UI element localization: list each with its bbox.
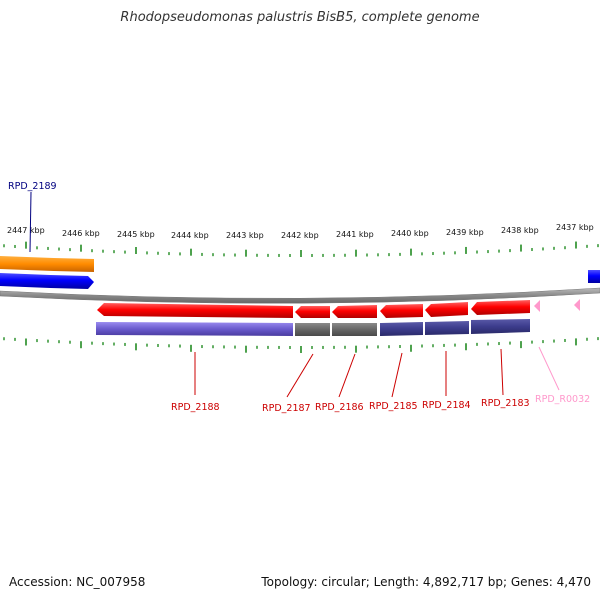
scale-label: 2445 kbp (117, 230, 155, 239)
gene-forward-right[interactable] (588, 270, 600, 283)
leader-line (29, 191, 32, 253)
gene-rpd-2186[interactable] (332, 305, 377, 318)
cog-segment (96, 322, 293, 336)
cog-segment (380, 322, 423, 336)
reverse-strand-genes (97, 299, 580, 318)
leader-line (500, 348, 504, 396)
gene-reverse-right[interactable] (574, 299, 580, 311)
cog-segment (425, 321, 469, 335)
label-leader-lines (29, 191, 560, 398)
inner-scale-ticks (3, 337, 599, 353)
leader-line (286, 353, 314, 398)
map-title: Rhodopseudomonas palustris BisB5, comple… (120, 10, 480, 25)
cog-segment (471, 319, 530, 334)
gene-rpd-2187[interactable] (295, 306, 330, 318)
scale-label: 2447 kbp (7, 226, 45, 235)
leader-line (338, 353, 356, 398)
gene-label-rpd-2183[interactable]: RPD_2183 (481, 398, 530, 409)
gene-label-rpd-2188[interactable]: RPD_2188 (171, 402, 220, 413)
scale-label: 2446 kbp (62, 229, 100, 238)
genome-backbone (0, 287, 600, 304)
cog-segment (295, 323, 330, 336)
outer-scale-ticks (3, 241, 599, 257)
gene-rpd-2184[interactable] (425, 302, 468, 317)
scale-label: 2443 kbp (226, 231, 264, 240)
gene-label-rpd-2187[interactable]: RPD_2187 (262, 403, 311, 414)
gene-labels: RPD_2189 RPD_2188 RPD_2187 RPD_2186 RPD_… (8, 181, 590, 414)
gene-rpd-2183[interactable] (471, 300, 530, 315)
accession-text: Accession: NC_007958 (9, 575, 146, 589)
cog-segment (332, 323, 377, 336)
gene-label-rpd-r0032[interactable]: RPD_R0032 (535, 394, 590, 405)
scale-labels: 2447 kbp 2446 kbp 2445 kbp 2444 kbp 2443… (7, 223, 594, 240)
scale-label: 2441 kbp (336, 230, 374, 239)
scale-label: 2438 kbp (501, 226, 539, 235)
scale-label: 2440 kbp (391, 229, 429, 238)
forward-strand-features (0, 256, 600, 289)
orange-feature[interactable] (0, 256, 94, 272)
scale-label: 2444 kbp (171, 231, 209, 240)
scale-label: 2437 kbp (556, 223, 594, 232)
scale-label: 2439 kbp (446, 228, 484, 237)
cog-category-ring (96, 319, 530, 336)
gene-label-rpd-2184[interactable]: RPD_2184 (422, 400, 471, 411)
gene-rpd-2189[interactable] (0, 273, 94, 289)
gene-label-rpd-2186[interactable]: RPD_2186 (315, 402, 364, 413)
scale-label: 2442 kbp (281, 231, 319, 240)
genome-summary-text: Topology: circular; Length: 4,892,717 bp… (261, 575, 591, 589)
gene-rpd-2185[interactable] (380, 304, 423, 318)
gene-label-rpd-2185[interactable]: RPD_2185 (369, 401, 418, 412)
gene-label-rpd-2189[interactable]: RPD_2189 (8, 181, 57, 192)
gene-rpd-r0032[interactable] (534, 300, 540, 312)
leader-line (538, 346, 560, 391)
gene-rpd-2188[interactable] (97, 303, 293, 318)
leader-line (391, 352, 403, 398)
